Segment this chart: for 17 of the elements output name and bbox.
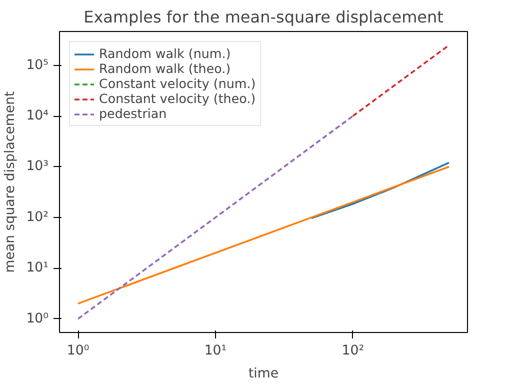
y-tick-label: 10³ (26, 159, 49, 174)
legend-label: Random walk (num.) (99, 46, 231, 61)
x-tick-label: 10¹ (204, 344, 227, 358)
y-tick-label: 10⁴ (26, 108, 49, 124)
legend-label: Random walk (theo.) (99, 61, 231, 76)
x-tick-label: 10⁰ (66, 344, 90, 358)
legend-label: Constant velocity (theo.) (99, 91, 256, 106)
y-tick-label: 10⁰ (26, 311, 49, 326)
y-tick-label: 10² (26, 210, 49, 225)
chart-title: Examples for the mean-square displacement (84, 8, 444, 26)
y-tick-label: 10⁵ (26, 58, 49, 73)
x-axis-title: time (248, 366, 279, 382)
x-tick-label: 10² (342, 344, 364, 358)
y-axis-title: mean square displacement (3, 91, 18, 273)
legend-label: pedestrian (99, 106, 167, 121)
legend-label: Constant velocity (num.) (99, 76, 256, 91)
y-tick-label: 10¹ (26, 260, 49, 276)
